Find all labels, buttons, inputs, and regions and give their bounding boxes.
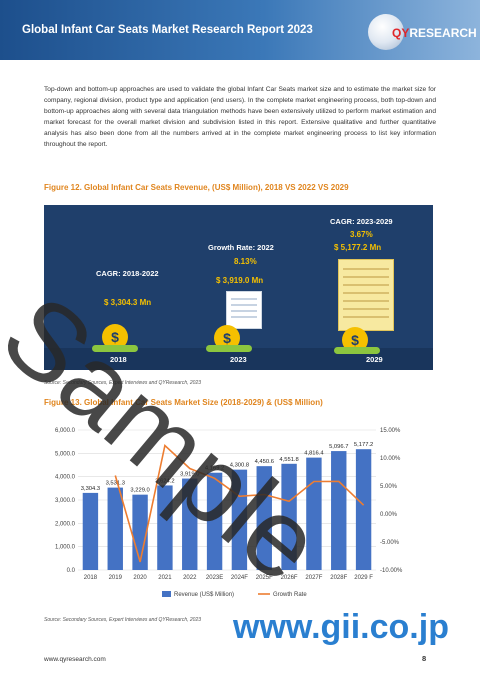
bar-data-label: 3,304.3 — [81, 486, 100, 492]
bar-data-label: 5,096.7 — [329, 444, 348, 450]
bar-data-label: 3,229.0 — [130, 488, 149, 494]
x-tick-label: 2026F — [281, 575, 298, 581]
y-right-tick-label: 5.00% — [380, 484, 398, 490]
legend-growth-label: Growth Rate — [273, 592, 307, 598]
logo-wordmark: QYRESEARCH — [392, 26, 477, 40]
cagr-2023-2029-label: CAGR: 2023-2029 — [330, 217, 393, 226]
y-left-tick-label: 6,000.0 — [55, 428, 76, 434]
revenue-bar — [256, 466, 272, 570]
report-title: Global Infant Car Seats Market Research … — [22, 24, 313, 36]
y-left-tick-label: 4,000.0 — [55, 475, 76, 481]
legend-revenue-swatch — [162, 591, 171, 597]
y-left-tick-label: 0.0 — [67, 568, 76, 574]
growth-rate-line — [114, 443, 365, 563]
growth-rate-value: 8.13% — [234, 257, 257, 266]
x-tick-label: 2018 — [84, 575, 98, 581]
growth-rate-label: Growth Rate: 2022 — [208, 243, 274, 252]
year-2029-label: 2029 — [366, 355, 383, 364]
y-left-tick-label: 3,000.0 — [55, 498, 76, 504]
year-2023-label: 2023 — [230, 355, 247, 364]
x-tick-label: 2028F — [330, 575, 347, 581]
revenue-bar — [281, 463, 297, 570]
revenue-infographic: CAGR: 2018-2022 $ 3,304.3 Mn $ 2018 Grow… — [44, 205, 433, 370]
market-size-chart: 0.0 1,000.0 2,000.0 3,000.0 4,000.0 5,000.0 6,… — [55, 428, 403, 598]
hand-icon — [206, 345, 252, 352]
figure-12-source: Source: Secondary Sources, Expert Interv… — [44, 380, 202, 386]
report-document-icon — [338, 259, 394, 331]
bar-data-label: 4,816.4 — [304, 451, 324, 457]
methodology-paragraph: Top-down and bottom-up approaches are us… — [44, 86, 436, 148]
x-tick-label: 2021 — [158, 575, 172, 581]
figure-13-source: Source: Secondary Sources, Expert Interv… — [44, 617, 202, 623]
revenue-2023-value: $ 3,919.0 Mn — [216, 276, 264, 285]
bar-data-label: 3,919.0 — [180, 472, 199, 478]
figure-12-title: Figure 12. Global Infant Car Seats Reven… — [44, 183, 349, 192]
revenue-2018-value: $ 3,304.3 Mn — [104, 298, 152, 307]
bar-data-label: 4,300.8 — [230, 463, 249, 469]
year-2018-label: 2018 — [110, 355, 127, 364]
legend-revenue-label: Revenue (US$ Million) — [174, 592, 234, 598]
x-tick-label: 2020 — [133, 575, 147, 581]
revenue-2029-value: $ 5,177.2 Mn — [334, 243, 382, 252]
revenue-bar — [107, 487, 123, 570]
gii-watermark: www.gii.co.jp — [233, 608, 449, 646]
x-tick-label: 2024F — [231, 575, 248, 581]
figure-13-title: Figure 13. Global Infant Car Seats Marke… — [44, 398, 323, 407]
y-right-tick-label: 15.00% — [380, 428, 401, 434]
globe-icon — [368, 14, 404, 50]
revenue-bar — [355, 449, 372, 570]
x-tick-label: 2029 F — [354, 575, 373, 581]
bar-data-label: 4,169.2 — [205, 466, 224, 472]
bar-data-label: 3,624.2 — [155, 478, 174, 484]
bar-data-label: 4,551.8 — [279, 457, 298, 463]
cagr-2023-2029-value: 3.67% — [350, 230, 373, 239]
x-tick-label: 2027F — [305, 575, 322, 581]
page-header: Global Infant Car Seats Market Research … — [0, 0, 480, 60]
bar-data-label: 3,531.3 — [106, 481, 125, 487]
y-left-tick-label: 5,000.0 — [55, 451, 76, 457]
revenue-bar — [231, 469, 248, 570]
y-left-tick-label: 2,000.0 — [55, 521, 76, 527]
footer-url: www.qyresearch.com — [44, 656, 106, 663]
x-tick-label: 2019 — [109, 575, 123, 581]
revenue-bar — [82, 492, 99, 570]
x-tick-label: 2025F — [256, 575, 273, 581]
hand-icon — [334, 347, 380, 354]
revenue-bar — [206, 472, 223, 570]
hand-icon — [92, 345, 138, 352]
cagr-2018-2022-label: CAGR: 2018-2022 — [96, 269, 159, 278]
x-tick-label: 2022 — [183, 575, 197, 581]
y-left-tick-label: 1,000.0 — [55, 545, 76, 551]
page-number: 8 — [422, 654, 427, 663]
report-document-icon — [226, 291, 262, 329]
y-right-tick-label: 0.00% — [380, 512, 398, 518]
bar-data-label: 4,450.6 — [255, 459, 274, 465]
revenue-bar — [182, 478, 198, 570]
y-right-tick-label: -5.00% — [380, 540, 400, 546]
revenue-bar — [157, 485, 173, 570]
bar-data-label: 5,177.2 — [354, 442, 373, 448]
qyresearch-logo: QYRESEARCH — [368, 14, 477, 50]
revenue-bar — [306, 457, 322, 570]
y-right-tick-label: 10.00% — [380, 456, 401, 462]
x-tick-label: 2023E — [206, 575, 223, 581]
y-right-tick-label: -10.00% — [380, 568, 403, 574]
